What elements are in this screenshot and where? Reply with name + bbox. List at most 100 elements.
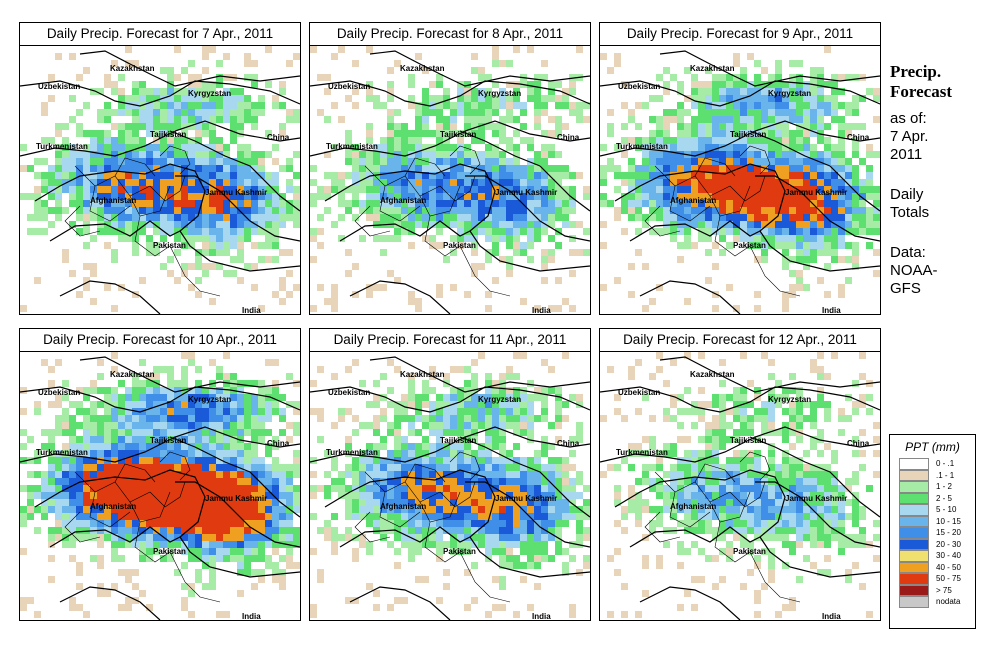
precip-cell <box>359 534 366 541</box>
precip-cell <box>740 88 747 95</box>
precip-cell <box>733 415 740 422</box>
precip-cell <box>527 221 534 228</box>
precip-cell <box>471 450 478 457</box>
precip-cell <box>237 235 244 242</box>
precip-cell <box>394 144 401 151</box>
precip-cell <box>153 249 160 256</box>
precip-cell <box>698 186 705 193</box>
precip-cell <box>265 46 272 53</box>
precip-cell <box>607 67 614 74</box>
legend-label: 0 - .1 <box>936 459 955 468</box>
precip-cell <box>251 422 258 429</box>
precip-cell <box>366 291 373 298</box>
precip-cell <box>450 249 457 256</box>
precip-cell <box>733 200 740 207</box>
precip-cell <box>359 179 366 186</box>
precip-cell <box>513 88 520 95</box>
precip-cell <box>464 450 471 457</box>
map-label-uzbekistan: Uzbekistan <box>328 388 371 397</box>
precip-cell <box>499 401 506 408</box>
precip-cell <box>621 179 628 186</box>
precip-cell <box>293 527 300 534</box>
precip-cell <box>768 373 775 380</box>
precip-cell <box>499 394 506 401</box>
precip-cell <box>125 597 132 604</box>
precip-cell <box>366 513 373 520</box>
precip-cell <box>684 548 691 555</box>
precip-cell <box>691 172 698 179</box>
precip-cell <box>506 144 513 151</box>
precip-cell <box>817 172 824 179</box>
precip-cell <box>139 172 146 179</box>
precip-cell <box>167 179 174 186</box>
precip-cell <box>670 200 677 207</box>
precip-cell <box>20 597 27 604</box>
precip-cell <box>237 555 244 562</box>
precip-cell <box>852 228 859 235</box>
precip-cell <box>111 60 118 67</box>
precip-cell <box>555 305 562 312</box>
precip-cell <box>55 415 62 422</box>
precip-cell <box>747 415 754 422</box>
precip-cell <box>111 471 118 478</box>
precip-cell <box>649 95 656 102</box>
precip-cell <box>408 471 415 478</box>
precip-cell <box>628 291 635 298</box>
precip-cell <box>824 569 831 576</box>
precip-cell <box>803 492 810 499</box>
precip-cell <box>520 576 527 583</box>
precip-cell <box>293 214 300 221</box>
precip-cell <box>366 471 373 478</box>
precip-cell <box>251 401 258 408</box>
precip-cell <box>338 408 345 415</box>
province-border <box>354 511 391 543</box>
precip-cell <box>195 506 202 513</box>
precip-cell <box>464 158 471 165</box>
precip-cell <box>513 214 520 221</box>
precip-cell <box>628 137 635 144</box>
precip-cell <box>324 527 331 534</box>
precip-cell <box>810 422 817 429</box>
precip-cell <box>373 95 380 102</box>
precip-cell <box>492 415 499 422</box>
precip-cell <box>562 207 569 214</box>
precip-cell <box>506 165 513 172</box>
precip-cell <box>628 179 635 186</box>
precip-cell <box>272 158 279 165</box>
precip-cell <box>796 235 803 242</box>
precip-cell <box>338 478 345 485</box>
precip-cell <box>562 200 569 207</box>
precip-cell <box>712 151 719 158</box>
precip-cell <box>810 359 817 366</box>
precip-cell <box>132 123 139 130</box>
precip-cell <box>443 457 450 464</box>
precip-cell <box>803 485 810 492</box>
precip-cell <box>352 506 359 513</box>
precip-cell <box>520 408 527 415</box>
precip-cell <box>492 53 499 60</box>
precip-cell <box>775 137 782 144</box>
precip-cell <box>754 464 761 471</box>
precip-cell <box>415 457 422 464</box>
precip-cell <box>443 415 450 422</box>
precip-cell <box>380 214 387 221</box>
precip-cell <box>562 221 569 228</box>
precip-cell <box>20 443 27 450</box>
precip-cell <box>471 214 478 221</box>
precip-cell <box>429 193 436 200</box>
precip-cell <box>803 520 810 527</box>
precip-cell <box>789 102 796 109</box>
precip-cell <box>677 193 684 200</box>
precip-cell <box>541 193 548 200</box>
precip-cell <box>237 380 244 387</box>
precip-cell <box>153 102 160 109</box>
precip-cell <box>768 74 775 81</box>
country-border <box>349 280 451 314</box>
precip-cell <box>852 242 859 249</box>
precip-cell <box>649 443 656 450</box>
map-label-kazakhstan: Kazakhstan <box>690 370 735 379</box>
precip-cell <box>541 179 548 186</box>
precip-cell <box>534 513 541 520</box>
precip-cell <box>548 478 555 485</box>
precip-cell <box>600 53 607 60</box>
